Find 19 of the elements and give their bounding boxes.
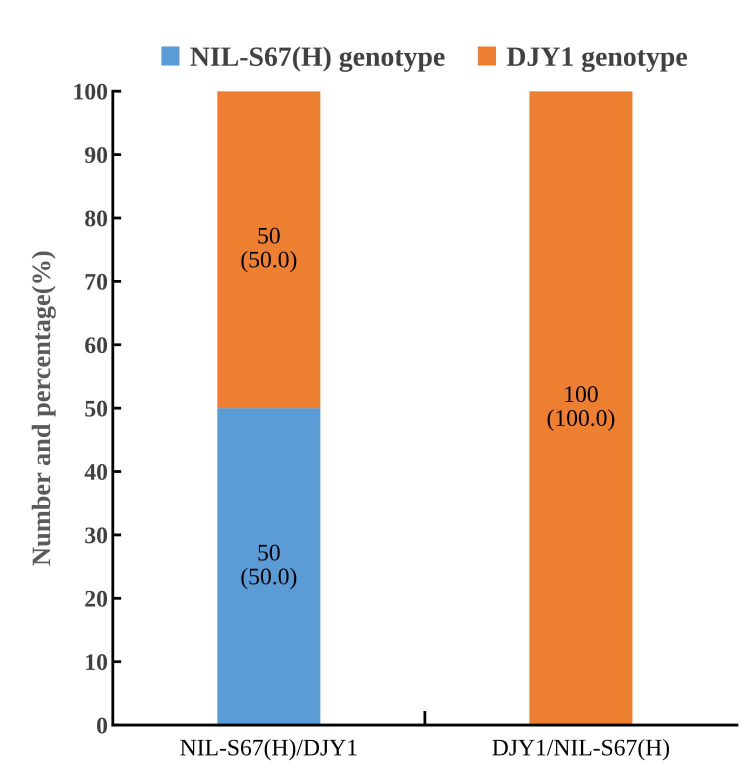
y-tick-label: 10 [86, 654, 108, 670]
y-tick-label: 20 [85, 590, 108, 607]
y-tick-label: 80 [85, 210, 108, 226]
y-tick-label: 40 [84, 464, 108, 480]
legend-label: DJY1 genotype [506, 47, 687, 72]
data-label: 50 (50.0) [241, 228, 296, 272]
data-label: 50 (50.0) [241, 544, 296, 590]
y-tick-label: 60 [85, 337, 108, 354]
y-tick-label: 90 [84, 147, 108, 164]
y-tick-label: 30 [85, 527, 108, 544]
y-axis-title: Number and percentage(%) [32, 251, 56, 566]
y-tick-label: 50 [85, 400, 108, 417]
x-tick-label: NIL-S67(H)/DJY1 [180, 738, 357, 760]
data-label: 100 (100.0) [548, 386, 614, 431]
y-tick-label: 0 [97, 718, 108, 734]
y-tick-label: 100 [74, 84, 108, 100]
legend-label: NIL-S67(H) genotype [190, 46, 445, 72]
y-tick-label: 70 [86, 274, 108, 290]
x-tick-label: DJY1/NIL-S67(H) [492, 738, 670, 760]
